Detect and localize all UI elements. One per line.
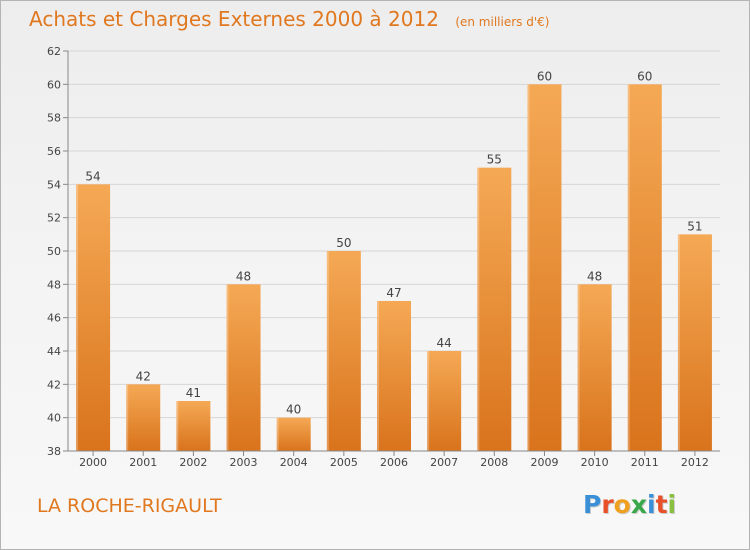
y-tick-label: 52 [47, 212, 61, 225]
logo-letter: i [667, 490, 677, 519]
data-label-2012: 51 [687, 219, 702, 233]
chart-title: Achats et Charges Externes 2000 à 2012 (… [29, 7, 549, 31]
data-label-2001: 42 [136, 369, 151, 383]
bar-2010 [577, 284, 612, 451]
x-tick-label: 2009 [530, 456, 558, 469]
bar-2004 [276, 417, 311, 451]
bar-2008 [477, 167, 512, 451]
y-tick-label: 40 [47, 412, 61, 425]
logo-letter: r [601, 490, 614, 519]
bar-highlight [126, 384, 129, 451]
chart-title-main: Achats et Charges Externes 2000 à 2012 [29, 7, 439, 31]
proxiti-logo[interactable]: Proxiti [583, 490, 676, 519]
bar-2001 [126, 384, 161, 451]
bar-2006 [377, 301, 411, 451]
x-tick-label: 2003 [230, 456, 258, 469]
logo-letter: o [613, 490, 631, 519]
bar-highlight [76, 184, 79, 452]
bar-2000 [76, 184, 111, 452]
bar-highlight [326, 251, 329, 451]
bar-highlight [176, 401, 179, 451]
y-tick-label: 48 [47, 278, 61, 291]
data-label-2000: 54 [85, 169, 100, 183]
y-tick-label: 42 [47, 378, 61, 391]
logo-letter: x [630, 490, 647, 519]
bar-highlight [377, 301, 379, 451]
y-tick-label: 58 [47, 112, 61, 125]
x-tick-label: 2002 [179, 456, 207, 469]
y-tick-label: 54 [47, 178, 61, 191]
logo-letter: t [655, 490, 668, 519]
data-label-2005: 50 [336, 236, 351, 250]
y-tick-label: 44 [47, 345, 61, 358]
bar-highlight [477, 167, 480, 451]
y-tick-label: 60 [47, 78, 61, 91]
chart-title-unit: (en milliers d'€) [455, 15, 550, 29]
x-tick-label: 2011 [631, 456, 659, 469]
bars: 54 42 41 48 40 50 47 44 55 60 48 60 51 [76, 69, 712, 452]
axes: 38 40 42 44 46 48 50 52 54 56 58 60 62 2000 2001 2002 20… [47, 45, 720, 469]
bar-2009 [527, 84, 562, 451]
bar-highlight [427, 351, 430, 451]
data-label-2011: 60 [637, 69, 652, 83]
bar-2012 [677, 234, 712, 451]
y-tick-label: 46 [47, 312, 61, 325]
y-tick-label: 50 [47, 245, 61, 258]
x-tick-label: 2012 [681, 456, 709, 469]
data-label-2009: 60 [537, 69, 552, 83]
y-tick-label: 56 [47, 145, 61, 158]
bar-highlight [527, 84, 530, 451]
x-tick-label: 2010 [581, 456, 609, 469]
bar-highlight [677, 234, 680, 451]
data-label-2002: 41 [186, 386, 201, 400]
logo-letter: i [647, 490, 656, 519]
data-label-2006: 47 [386, 286, 401, 300]
bar-2007 [427, 351, 462, 451]
bar-2003 [226, 284, 261, 451]
bar-highlight [577, 284, 580, 451]
data-label-2003: 48 [236, 269, 251, 283]
bar-2011 [627, 84, 662, 451]
x-tick-label: 2000 [79, 456, 107, 469]
bar-2005 [326, 251, 361, 451]
y-tick-label: 62 [47, 45, 61, 58]
bar-highlight [226, 284, 229, 451]
y-tick-label: 38 [47, 445, 61, 458]
x-tick-label: 2007 [430, 456, 458, 469]
x-tick-label: 2001 [129, 456, 157, 469]
data-label-2010: 48 [587, 269, 602, 283]
x-tick-label: 2004 [280, 456, 308, 469]
logo-letter: P [583, 490, 602, 519]
data-label-2004: 40 [286, 403, 301, 417]
bar-highlight [276, 417, 279, 451]
data-label-2008: 55 [487, 153, 502, 167]
bar-2002 [176, 401, 211, 451]
x-tick-label: 2006 [380, 456, 408, 469]
x-tick-label: 2005 [330, 456, 358, 469]
bar-highlight [627, 84, 630, 451]
x-tick-label: 2008 [480, 456, 508, 469]
data-label-2007: 44 [437, 336, 452, 350]
commune-label: LA ROCHE-RIGAULT [37, 495, 222, 517]
